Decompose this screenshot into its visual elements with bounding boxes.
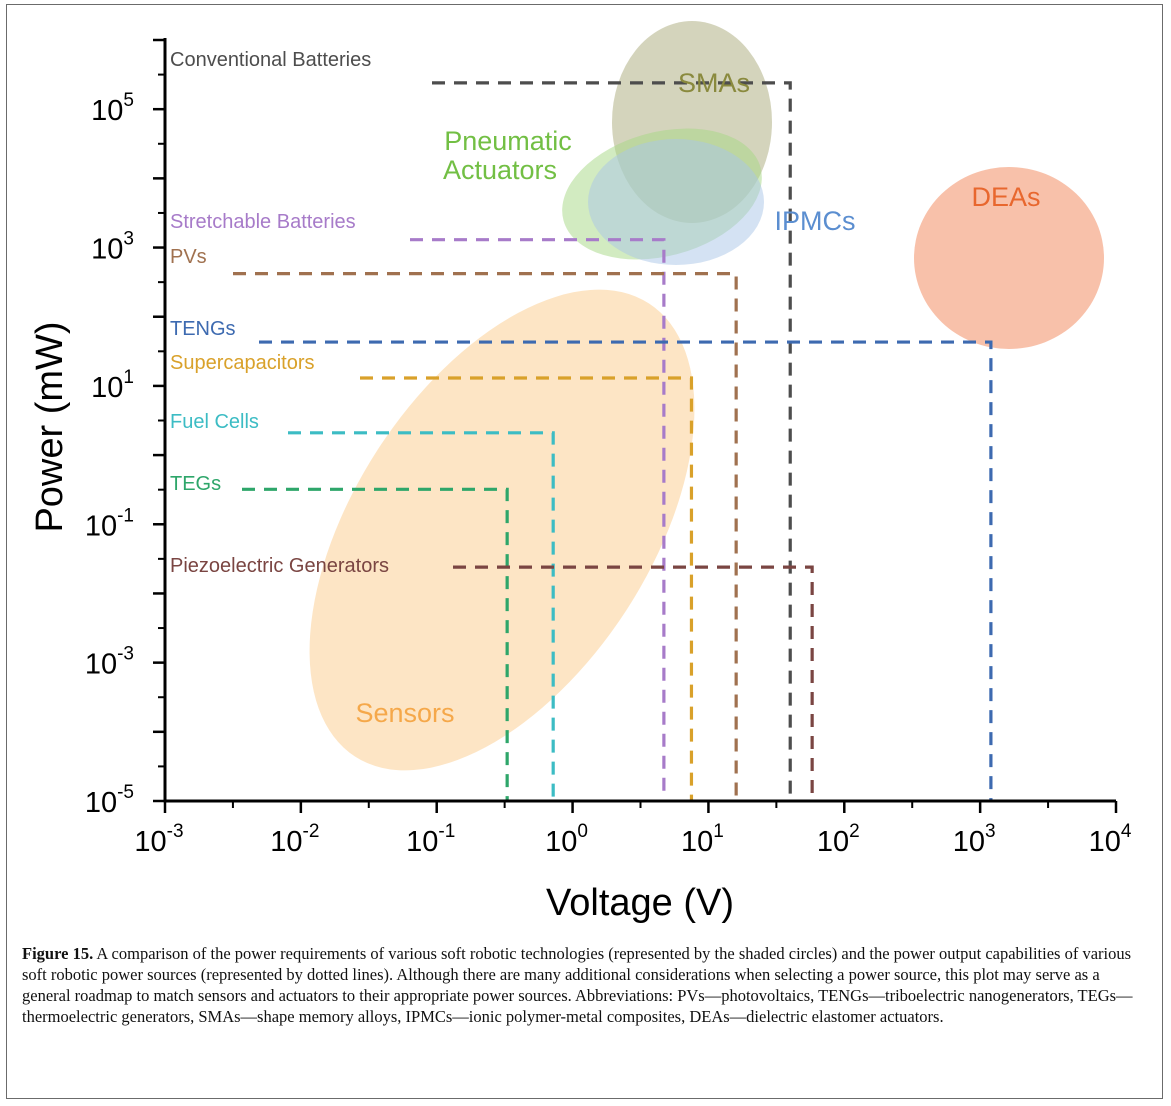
technology-regions (309, 21, 1104, 771)
fuel-cells-label: Fuel Cells (170, 411, 259, 433)
x-tick-label: 102 (817, 821, 860, 858)
tengs-label: TENGs (170, 318, 236, 340)
tegs-line (242, 487, 509, 801)
y-axis-label: Power (mW) (29, 321, 71, 532)
piezoelectric-generators-line (453, 565, 814, 801)
stretchable-batteries-line (410, 238, 666, 801)
x-tick-label: 101 (681, 821, 724, 858)
x-tick-label: 10-3 (134, 821, 183, 858)
sensors-region (309, 289, 695, 771)
ipmcs-label: IPMCs (775, 206, 856, 236)
supercapacitors-line (360, 376, 694, 801)
y-tick-label: 103 (91, 229, 134, 266)
tengs-line (259, 340, 993, 801)
x-tick-label: 104 (1089, 821, 1132, 858)
x-axis-label: Voltage (V) (546, 882, 734, 924)
pneumatic-actuators-label-line-1: Pneumatic (444, 126, 572, 156)
figure-caption: Figure 15. A comparison of the power req… (22, 943, 1147, 1027)
x-tick-label: 103 (953, 821, 996, 858)
axes: 10-3 10-2 10-1 100 101 102 103 10410-510-310-11… (85, 38, 1132, 858)
y-tick-label: 10-5 (85, 782, 134, 819)
piezoelectric-generators-label: Piezoelectric Generators (170, 555, 389, 577)
stretchable-batteries-label: Stretchable Batteries (170, 211, 356, 233)
deas-label: DEAs (971, 182, 1040, 212)
tegs-label: TEGs (170, 473, 221, 495)
smas-label: SMAs (678, 68, 750, 98)
sensors-label: Sensors (355, 698, 454, 728)
y-tick-label: 101 (91, 367, 134, 404)
pneumatic-actuators-label-line-2: Actuators (443, 155, 557, 185)
x-tick-label: 10-1 (406, 821, 455, 858)
conventional-batteries-line (432, 81, 792, 801)
fuel-cells-line (288, 431, 555, 801)
caption-text: A comparison of the power requirements o… (22, 944, 1133, 1026)
ipmcs-region (588, 139, 764, 265)
deas-region (914, 167, 1104, 349)
annotations: Conventional Batteries Stretchable Batter… (170, 49, 1041, 728)
caption-label: Figure 15. (22, 944, 94, 963)
x-tick-label: 100 (545, 821, 588, 858)
conventional-batteries-label: Conventional Batteries (170, 49, 371, 71)
y-tick-label: 105 (91, 90, 134, 127)
supercapacitors-label: Supercapacitors (170, 352, 315, 374)
y-tick-label: 10-3 (85, 644, 134, 681)
x-tick-label: 10-2 (270, 821, 319, 858)
pvs-label: PVs (170, 246, 207, 268)
y-tick-label: 10-1 (85, 505, 134, 542)
power-source-lines (233, 81, 993, 801)
power-voltage-chart: 10-3 10-2 10-1 100 101 102 103 10410-510-310-11… (29, 21, 1132, 924)
